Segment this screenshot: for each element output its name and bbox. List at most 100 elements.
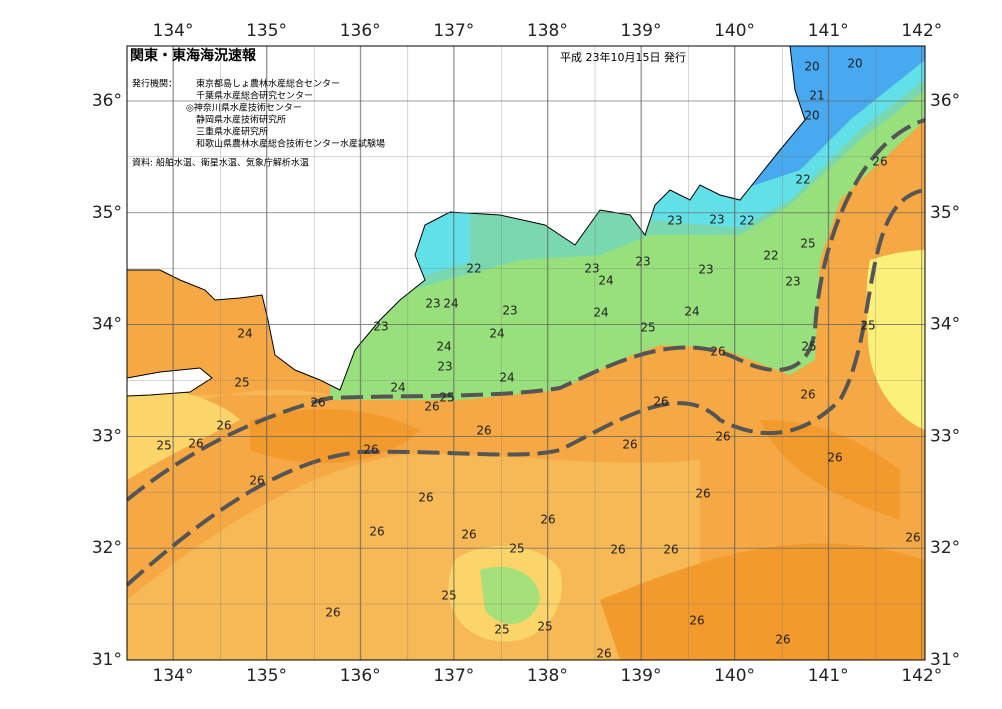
- contour-label: 26: [905, 531, 920, 545]
- land-shikoku: [127, 367, 213, 397]
- lon-label: 136°: [340, 21, 381, 41]
- lat-label: 35°: [92, 203, 122, 223]
- agency: 静岡県水産技術研究所: [196, 114, 286, 126]
- contour-label: 22: [795, 173, 810, 187]
- lat-label: 35°: [930, 203, 960, 223]
- contour-label: 22: [466, 262, 481, 276]
- contour-label: 26: [775, 633, 790, 647]
- contour-label: 23: [502, 304, 517, 318]
- contour-label: 26: [249, 474, 264, 488]
- contour-label: 26: [610, 543, 625, 557]
- contour-label: 26: [695, 487, 710, 501]
- contour-label: 25: [439, 391, 454, 405]
- agency: 三重県水産研究所: [196, 126, 268, 138]
- contour-label: 26: [653, 395, 668, 409]
- lon-label: 140°: [714, 666, 755, 686]
- contour-label: 21: [809, 89, 824, 103]
- contour-label: 25: [509, 542, 524, 556]
- ticks: 134° 134° 135° 135° 136° 136° 137° 137° 138° 138°…: [92, 21, 960, 686]
- contour-label: 24: [684, 305, 699, 319]
- contour-label: 26: [827, 451, 842, 465]
- contour-label: 23: [709, 213, 724, 227]
- lat-label: 32°: [930, 538, 960, 558]
- source: 資料: 船舶水温、衛星水温、気象庁解析水温: [132, 157, 309, 169]
- lon-label: 134°: [153, 666, 194, 686]
- lon-label: 142°: [901, 666, 942, 686]
- lon-label: 135°: [246, 666, 287, 686]
- lon-label: 140°: [714, 21, 755, 41]
- agency: ◎神奈川県水産技術センター: [186, 102, 302, 114]
- lat-label: 34°: [92, 315, 122, 335]
- lat-label: 33°: [930, 426, 960, 446]
- lat-label: 36°: [930, 91, 960, 111]
- lat-label: 34°: [930, 315, 960, 335]
- contour-label: 23: [425, 297, 440, 311]
- contour-label: 25: [494, 623, 509, 637]
- lon-label: 142°: [901, 21, 942, 41]
- lat-label: 36°: [92, 91, 122, 111]
- lon-label: 137°: [433, 666, 474, 686]
- contour-label: 26: [476, 424, 491, 438]
- contour-label: 26: [710, 345, 725, 359]
- cool-warm-water: [127, 380, 562, 642]
- lon-label: 134°: [153, 21, 194, 41]
- contour-label: 26: [310, 396, 325, 410]
- contour-label: 22: [763, 249, 778, 263]
- contour-label: 25: [234, 376, 249, 390]
- land: [127, 46, 806, 391]
- lon-label: 137°: [433, 21, 474, 41]
- yellow-water: [866, 250, 925, 430]
- frame: [126, 45, 926, 661]
- contour-label: 24: [598, 274, 613, 288]
- contour-label: 26: [461, 528, 476, 542]
- contour-label: 24: [436, 340, 451, 354]
- contour-label: 26: [715, 430, 730, 444]
- lon-label: 139°: [621, 21, 662, 41]
- contour-label: 20: [804, 109, 819, 123]
- contour-label: 26: [596, 647, 611, 661]
- contour-label: 25: [640, 321, 655, 335]
- contour-label: 26: [622, 438, 637, 452]
- contour-label: 24: [390, 381, 405, 395]
- contour-label: 26: [800, 388, 815, 402]
- agency: 東京都島しょ農林水産総合センター: [196, 78, 340, 90]
- contour-label: 26: [363, 443, 378, 457]
- contour-label: 20: [847, 57, 862, 71]
- contour-label: 26: [872, 155, 887, 169]
- agencies: 東京都島しょ農林水産総合センター千葉県水産総合研究センター◎神奈川県水産技術セン…: [186, 78, 385, 150]
- contour-label: 25: [156, 439, 171, 453]
- lon-label: 141°: [808, 21, 849, 41]
- lon-label: 135°: [246, 21, 287, 41]
- date: 平成 23年10月15日 発行: [560, 50, 686, 64]
- contour-label: 26: [424, 400, 439, 414]
- contour-label: 23: [437, 360, 452, 374]
- green-patch: [480, 566, 540, 624]
- lon-label: 141°: [808, 666, 849, 686]
- issuer-label: 発行機関：: [132, 78, 177, 90]
- agency: 和歌山県農林水産総合技術センター水産試験場: [196, 138, 385, 150]
- kuroshio-edge: [127, 188, 925, 587]
- agency: 千葉県水産総合研究センター: [196, 90, 313, 102]
- contour-label: 20: [804, 60, 819, 74]
- contour-label: 24: [443, 297, 458, 311]
- contour-label: 22: [739, 214, 754, 228]
- contour-label: 23: [698, 263, 713, 277]
- lon-label: 138°: [527, 21, 568, 41]
- contour-label: 24: [593, 306, 608, 320]
- contour-label: 24: [237, 327, 252, 341]
- contour-label: 25: [537, 620, 552, 634]
- lat-label: 32°: [92, 538, 122, 558]
- lat-label: 33°: [92, 426, 122, 446]
- lon-label: 138°: [527, 666, 568, 686]
- contour-label: 23: [635, 255, 650, 269]
- contour-label: 26: [540, 513, 555, 527]
- hot-water: [250, 409, 925, 660]
- contour-label: 26: [216, 419, 231, 433]
- contour-label: 23: [667, 214, 682, 228]
- contour-label: 24: [489, 327, 504, 341]
- contour-label: 24: [499, 371, 514, 385]
- lon-label: 139°: [621, 666, 662, 686]
- contour-label: 26: [689, 614, 704, 628]
